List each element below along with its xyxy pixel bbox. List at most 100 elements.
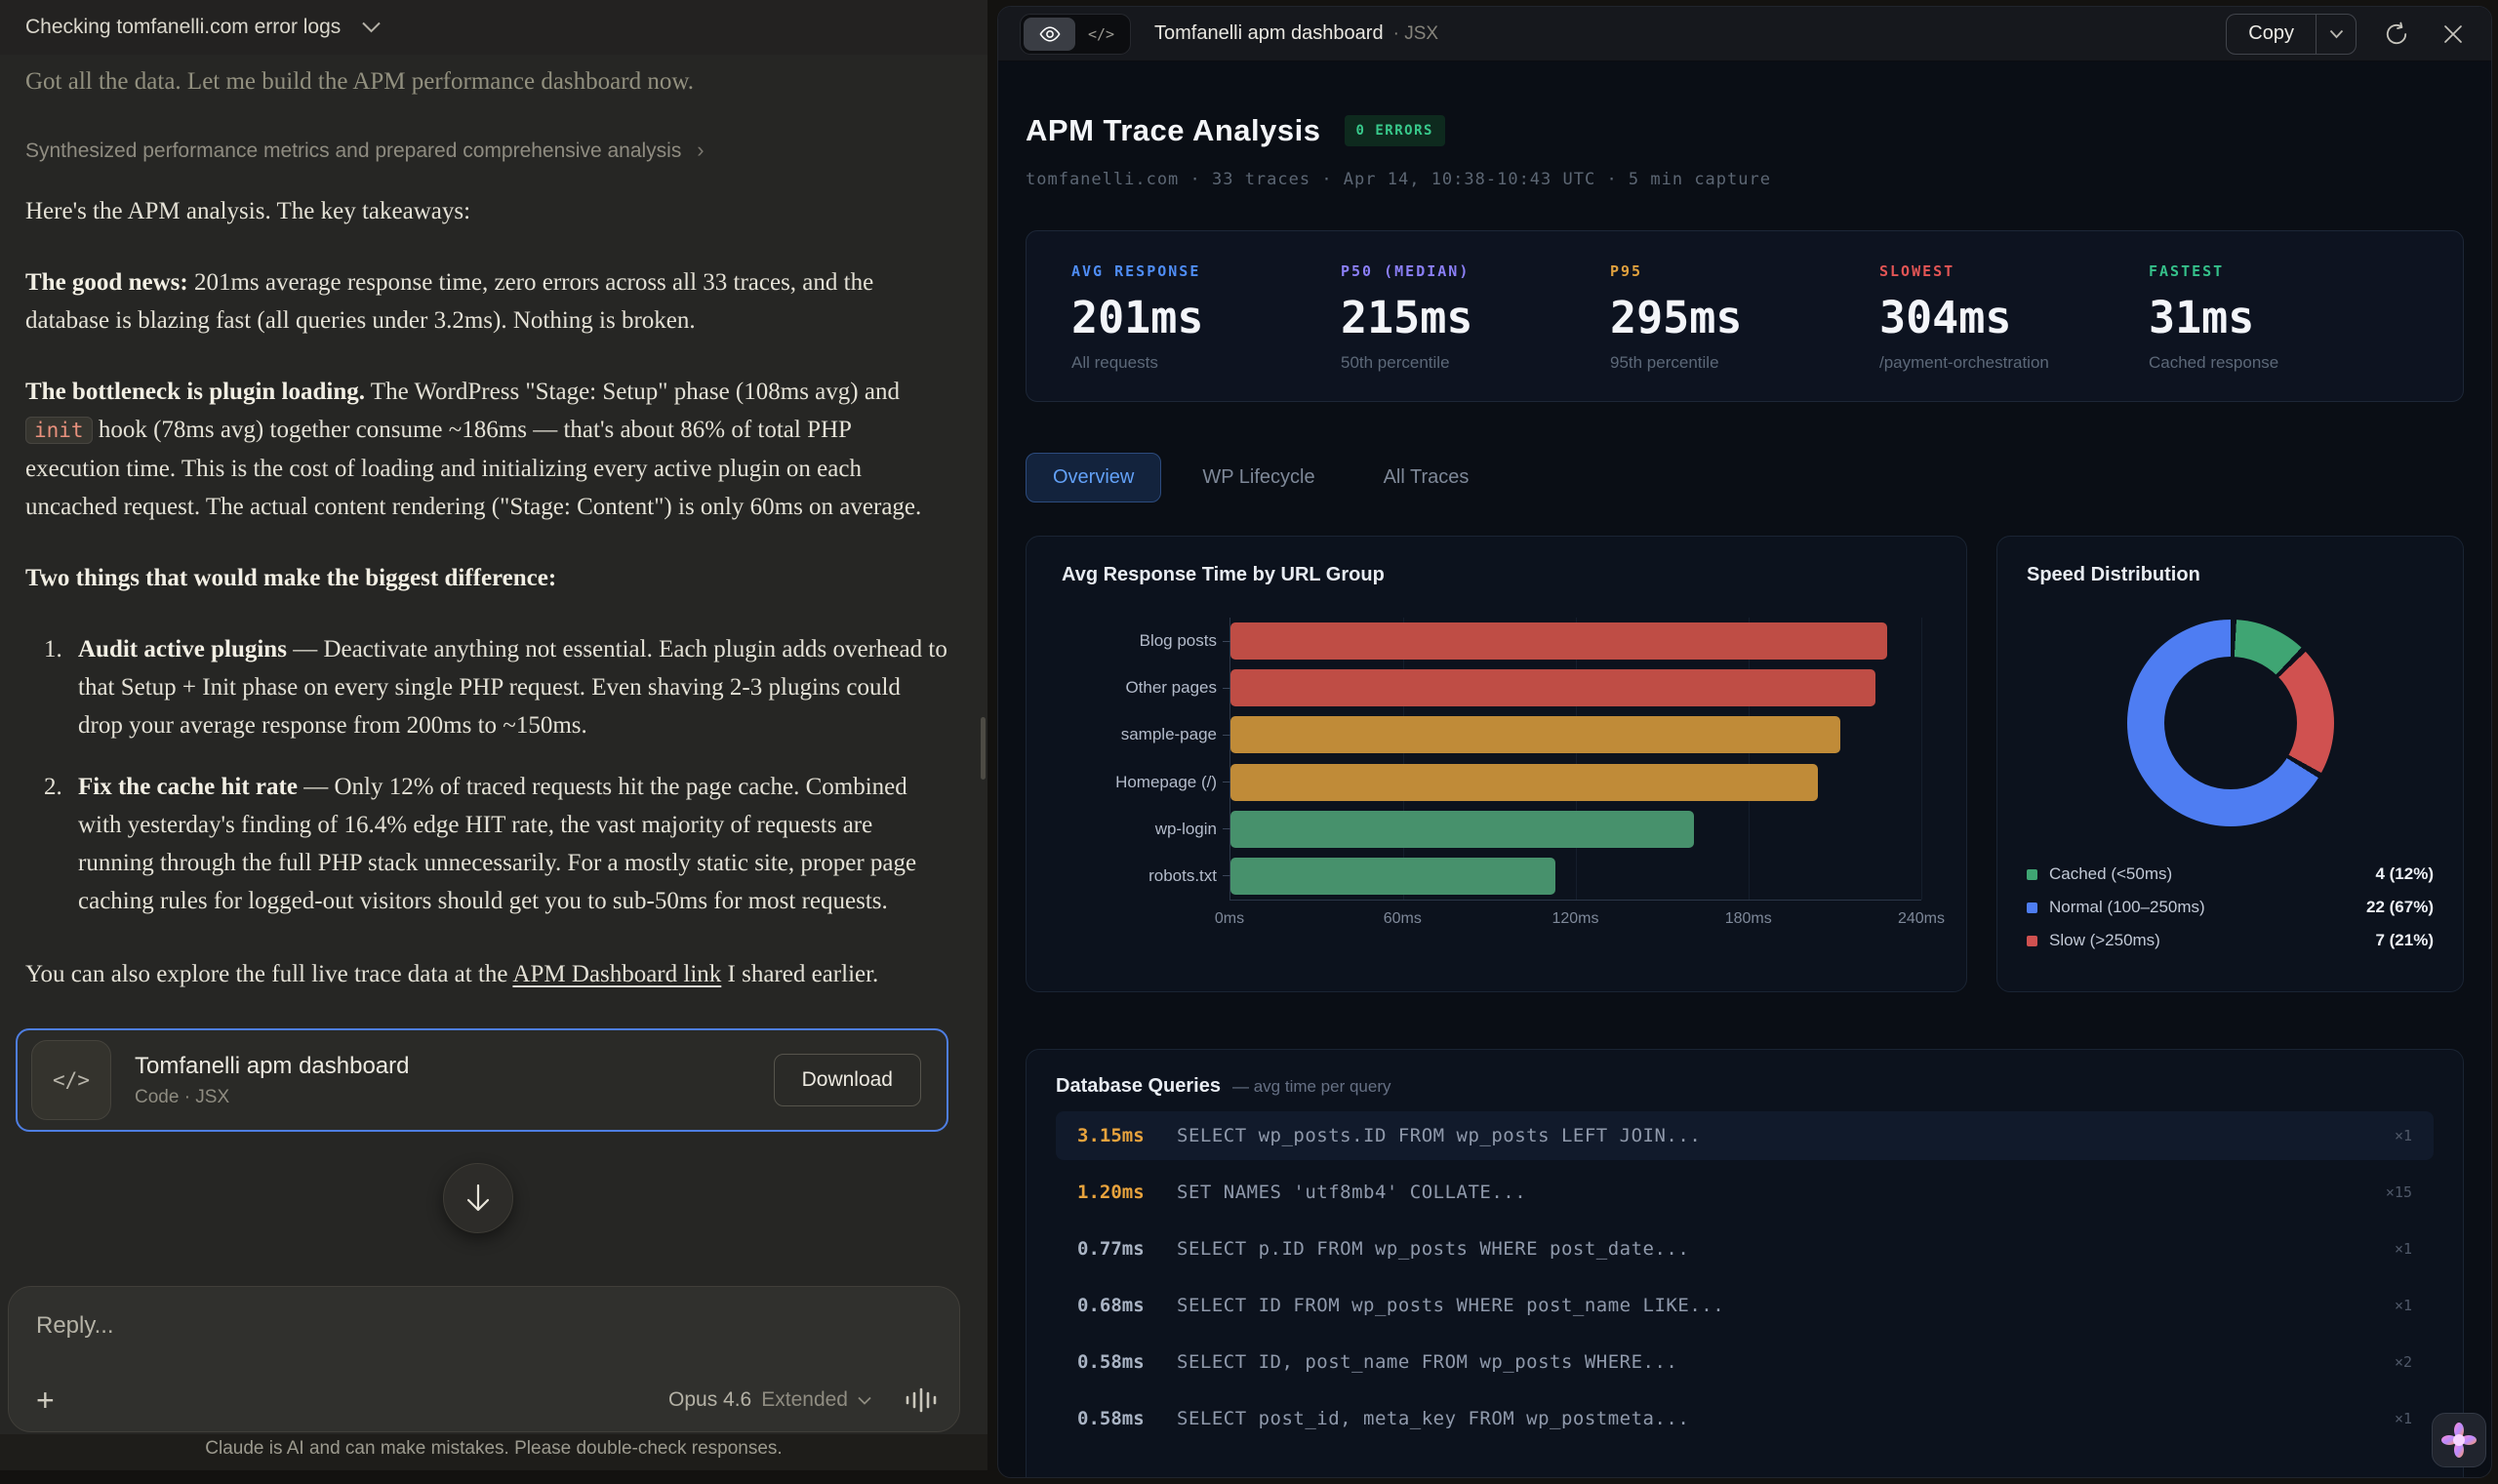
bar-sample-page[interactable] (1230, 716, 1841, 754)
code-icon: </> (1087, 24, 1115, 43)
legend-label: Slow (>250ms) (2049, 931, 2160, 949)
copy-dropdown-button[interactable] (2317, 15, 2356, 54)
query-count: ×15 (2385, 1183, 2412, 1201)
copy-label[interactable]: Copy (2248, 22, 2294, 44)
conversation-header[interactable]: Checking tomfanelli.com error logs (0, 0, 987, 55)
bar-row: Blog posts (1140, 622, 1921, 661)
stat-label: SLOWEST (1879, 262, 1955, 280)
paragraph-text: 201ms average response time, zero errors… (25, 269, 874, 334)
legend-swatch (2027, 868, 2037, 880)
query-sql: SELECT p.ID FROM wp_posts WHERE post_dat… (1177, 1238, 1690, 1260)
query-sql: SET NAMES 'utf8mb4' COLLATE... (1177, 1182, 1527, 1203)
query-time: 0.77ms (1077, 1238, 1145, 1260)
bar-row: robots.txt (1148, 857, 1921, 896)
close-panel-button[interactable] (2437, 18, 2470, 51)
apm-dashboard-link[interactable]: APM Dashboard link (512, 961, 722, 987)
stat-avg-response: AVG RESPONSE 201ms All requests (1071, 262, 1341, 372)
bar-robots-txt[interactable] (1230, 857, 1556, 895)
assistant-message-previous: Got all the data. Let me build the APM p… (25, 68, 694, 95)
bar-blog-posts[interactable] (1230, 622, 1887, 661)
bar-other-pages[interactable] (1230, 669, 1875, 707)
query-row[interactable]: 0.58ms SELECT ID, post_name FROM wp_posts… (1056, 1338, 2434, 1386)
legend-label: Cached (<50ms) (2049, 864, 2173, 883)
paragraph-text: You can also explore the full live trace… (25, 961, 513, 987)
db-queries-title: Database Queries (1056, 1075, 1221, 1097)
stat-value: 295ms (1610, 292, 1743, 343)
artifact-type-label: · JSX (1392, 23, 1439, 44)
query-row[interactable]: 0.68ms SELECT ID FROM wp_posts WHERE post… (1056, 1281, 2434, 1330)
refresh-button[interactable] (2380, 18, 2413, 51)
bar-chart-plot: Blog posts Other pages sample-page Homepage… (1115, 618, 1922, 901)
stat-slowest: SLOWEST 304ms/payment-orchestration (1879, 262, 2149, 372)
bar-homepage-[interactable] (1230, 763, 1818, 801)
stat-fastest: FASTEST 31ms Cached response (2149, 262, 2418, 372)
refresh-icon (2386, 21, 2407, 44)
query-row[interactable]: 1.20ms SET NAMES 'utf8mb4' COLLATE... ×15 (1056, 1168, 2434, 1217)
button-divider (2316, 14, 2317, 54)
assistant-intro: Here's the APM analysis. The key takeawa… (25, 198, 471, 224)
tab-overview[interactable]: Overview (1026, 453, 1162, 502)
donut-legend: Cached (<50ms) 4 (12%) Normal (100–250ms) 2… (2027, 858, 2434, 957)
tool-result-label: Synthesized performance metrics and prep… (25, 140, 682, 162)
reply-input[interactable]: Reply... (36, 1312, 114, 1339)
query-count: ×1 (2394, 1240, 2412, 1258)
artifact-panel: </> Tomfanelli apm dashboard · JSX Copy (997, 6, 2492, 1478)
copy-button[interactable]: Copy (2226, 13, 2357, 55)
paragraph-text: I shared earlier. (721, 961, 879, 987)
assistant-paragraph-lead: Two things that would make the biggest d… (25, 559, 950, 597)
bar-chart-card: Avg Response Time by URL Group Blog post… (1026, 536, 1967, 992)
reply-composer[interactable]: Reply... + Opus 4.6 Extended (8, 1286, 960, 1432)
charts-row: Avg Response Time by URL Group Blog post… (1026, 536, 2464, 992)
scroll-to-bottom-button[interactable] (443, 1163, 513, 1233)
bar-chart-axis: 0ms 60ms 120ms 180ms 240ms (1215, 910, 1945, 932)
tab-all-traces[interactable]: All Traces (1383, 466, 1470, 488)
attach-button[interactable]: + (36, 1383, 55, 1418)
axis-tick-label: 240ms (1897, 910, 1946, 927)
download-button[interactable]: Download (773, 1054, 921, 1106)
bar-category-label: robots.txt (1148, 865, 1217, 885)
bar-wp-login[interactable] (1230, 810, 1694, 848)
model-mode: Extended (761, 1388, 848, 1411)
query-count: ×1 (2394, 1410, 2412, 1427)
axis-tick-label: 180ms (1724, 910, 1772, 927)
bar-chart-title: Avg Response Time by URL Group (1062, 564, 1385, 585)
stat-label: P95 (1610, 262, 1643, 280)
stats-card: AVG RESPONSE 201ms All requests P50 (MEDIAN… (1026, 230, 2464, 402)
bar-row: sample-page (1121, 715, 1921, 754)
tool-result-summary[interactable]: Synthesized performance metrics and prep… (25, 138, 950, 163)
claude-flower-icon (2441, 1423, 2477, 1458)
assistant-paragraph-bottleneck: The bottleneck is plugin loading. The Wo… (25, 373, 950, 526)
stat-sublabel: Cached response (2149, 353, 2279, 372)
stat-value: 31ms (2149, 292, 2255, 343)
query-row[interactable]: 0.58ms SELECT post_id, meta_key FROM wp_p… (1056, 1394, 2434, 1443)
claude-attribution-badge[interactable] (2432, 1413, 2486, 1467)
panel-actions: Copy (2226, 13, 2470, 55)
preview-toggle-button[interactable] (1024, 17, 1075, 51)
stat-label: FASTEST (2149, 262, 2225, 280)
stat-label: AVG RESPONSE (1071, 262, 1201, 280)
dashboard: APM Trace Analysis 0 ERRORS tomfanelli.c… (998, 62, 2491, 1477)
dashboard-tabs: Overview WP Lifecycle All Traces (1026, 453, 2464, 502)
query-row[interactable]: 3.15ms SELECT wp_posts.ID FROM wp_posts L… (1056, 1111, 2434, 1160)
capture-meta: tomfanelli.com · 33 traces · Apr 14, 10:… (1026, 170, 1771, 189)
stat-sublabel: All requests (1071, 353, 1158, 372)
artifact-title-wrap: Tomfanelli apm dashboard · JSX (1154, 22, 1438, 45)
stat-p50-median-: P50 (MEDIAN) 215ms 50th percentile (1341, 262, 1610, 372)
bar-category-label: Homepage (/) (1115, 772, 1217, 791)
list-item: Audit active plugins — Deactivate anythi… (68, 630, 950, 744)
scrollbar-thumb[interactable] (981, 717, 986, 780)
query-row[interactable]: 0.77ms SELECT p.ID FROM wp_posts WHERE po… (1056, 1224, 2434, 1273)
chevron-right-icon: › (697, 138, 705, 162)
chevron-down-icon (2329, 29, 2343, 38)
bar-category-label: Other pages (1125, 678, 1217, 698)
tab-wp-lifecycle[interactable]: WP Lifecycle (1202, 466, 1315, 488)
query-time: 0.58ms (1077, 1408, 1145, 1429)
code-artifact-icon: </> (31, 1040, 111, 1120)
dictation-icon[interactable] (905, 1386, 938, 1414)
artifact-card[interactable]: </> Tomfanelli apm dashboard Code · JSX … (16, 1028, 948, 1132)
chevron-down-icon (362, 21, 382, 33)
model-selector[interactable]: Opus 4.6 Extended (668, 1388, 871, 1412)
legend-row: Normal (100–250ms) 22 (67%) (2027, 891, 2434, 924)
code-toggle-button[interactable]: </> (1075, 18, 1127, 51)
axis-tick-label: 120ms (1551, 910, 1599, 927)
